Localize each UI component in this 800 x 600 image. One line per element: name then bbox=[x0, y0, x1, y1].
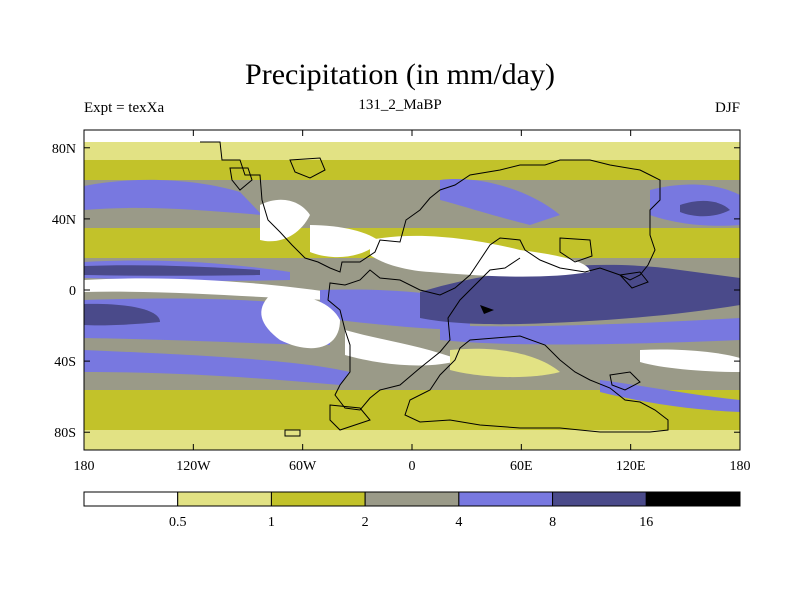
hudson-bay bbox=[229, 167, 253, 191]
colorbar-swatch bbox=[83, 491, 179, 507]
colorbar-swatch bbox=[364, 491, 460, 507]
dry-east-pacific bbox=[261, 294, 340, 349]
colorbar-swatch bbox=[458, 491, 554, 507]
lat-tick-label: 0 bbox=[69, 284, 76, 299]
band-north-mid bbox=[84, 160, 740, 180]
run-label: 131_2_MaBP bbox=[358, 97, 442, 113]
max-precip-cell bbox=[480, 305, 494, 314]
experiment-label: Expt = texXa bbox=[84, 100, 165, 116]
lat-tick-label: 40S bbox=[54, 355, 76, 370]
south-storm-track-indian bbox=[600, 380, 740, 412]
colorbar-label: 4 bbox=[455, 515, 462, 530]
dry-north-africa bbox=[370, 235, 590, 277]
lat-tick-label: 40N bbox=[52, 213, 76, 228]
longitude-axis: 180 120W 60W 0 60E 120E 180 bbox=[74, 130, 751, 474]
colorbar-swatch bbox=[552, 491, 647, 507]
colorbar-label: 8 bbox=[549, 515, 556, 530]
plot-title: Precipitation (in mm/day) bbox=[245, 58, 555, 91]
arabian-peninsula bbox=[559, 237, 593, 263]
colorbar-swatch bbox=[177, 491, 272, 507]
kuroshio-max bbox=[680, 200, 730, 217]
equatorial-dry-tongue bbox=[84, 278, 330, 300]
europe-storm-track bbox=[440, 179, 560, 225]
pacific-storm-track bbox=[84, 179, 262, 215]
maritime-continent bbox=[618, 271, 649, 289]
dry-australia bbox=[640, 349, 740, 372]
lon-tick-label: 60W bbox=[289, 459, 317, 474]
band-antarctic bbox=[84, 430, 740, 450]
dry-mexico bbox=[310, 225, 380, 258]
lat-tick-label: 80S bbox=[54, 426, 76, 441]
colorbar-swatch bbox=[645, 491, 741, 507]
itcz-north-core bbox=[84, 265, 260, 276]
sub-antarctic-island bbox=[284, 429, 301, 437]
new-zealand bbox=[609, 371, 641, 391]
south-storm-track-pacific bbox=[84, 350, 350, 385]
precipitation-map bbox=[84, 130, 740, 450]
latitude-axis: 80N 40N 0 40S 80S bbox=[52, 142, 740, 441]
greenland bbox=[289, 157, 326, 179]
coastlines bbox=[200, 141, 669, 437]
lon-tick-label: 180 bbox=[74, 459, 95, 474]
dry-nw-america bbox=[260, 199, 310, 242]
lon-tick-label: 120E bbox=[616, 459, 646, 474]
lon-tick-label: 120W bbox=[176, 459, 211, 474]
colorbar-label: 2 bbox=[362, 515, 369, 530]
australia-antarctic-outline bbox=[404, 335, 669, 433]
spcz-core bbox=[84, 303, 160, 326]
dry-south-america bbox=[345, 330, 460, 366]
colorbar-label: 16 bbox=[639, 515, 653, 530]
season-label: DJF bbox=[714, 100, 740, 116]
lon-tick-label: 60E bbox=[510, 459, 533, 474]
colorbar-label: 0.5 bbox=[169, 515, 187, 530]
lon-tick-label: 0 bbox=[409, 459, 416, 474]
main-coastline bbox=[200, 141, 661, 411]
colorbar-swatch bbox=[270, 491, 366, 507]
lat-tick-label: 80N bbox=[52, 142, 76, 157]
dry-south-africa bbox=[450, 348, 560, 378]
lon-tick-label: 180 bbox=[730, 459, 751, 474]
colorbar: 0.5 1 2 4 8 16 bbox=[83, 491, 741, 530]
indo-pacific-warm-pool bbox=[420, 264, 740, 325]
colorbar-label: 1 bbox=[268, 515, 275, 530]
antarctic-peninsula bbox=[329, 404, 371, 431]
south-indian-band bbox=[440, 318, 740, 345]
